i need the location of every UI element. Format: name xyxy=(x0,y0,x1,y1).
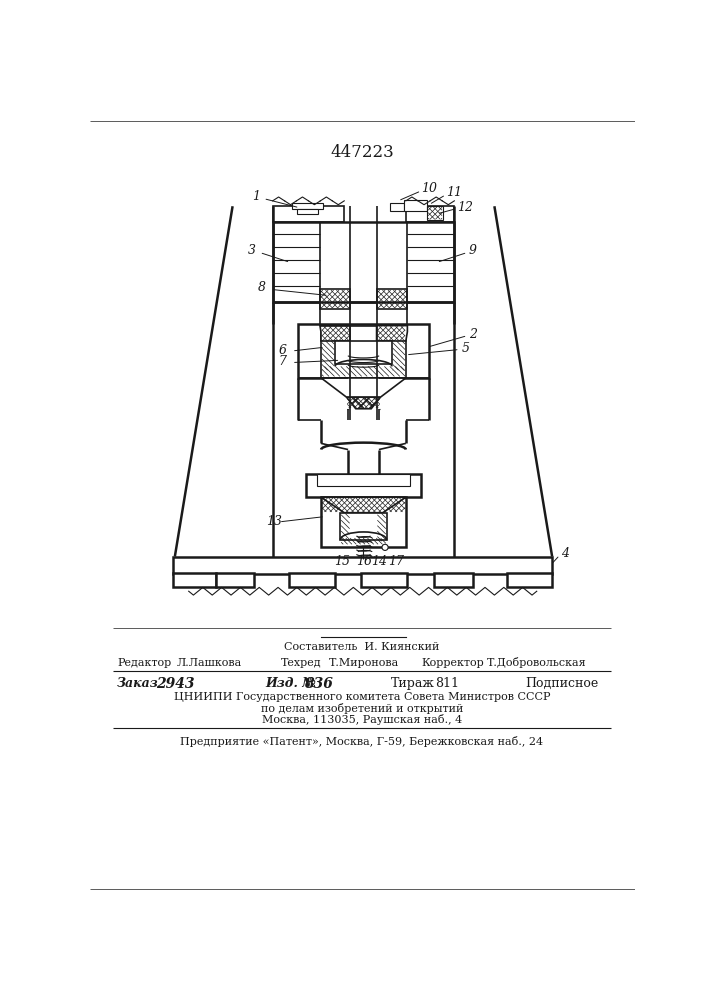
Text: Составитель  И. Киянский: Составитель И. Киянский xyxy=(284,642,440,652)
Bar xyxy=(335,341,392,364)
Bar xyxy=(361,573,407,587)
Text: 10: 10 xyxy=(421,182,437,195)
Text: Изд. №: Изд. № xyxy=(266,677,317,690)
Bar xyxy=(320,289,351,309)
Text: Т.Добровольская: Т.Добровольская xyxy=(486,657,586,668)
Text: 7: 7 xyxy=(279,355,287,368)
Bar xyxy=(321,497,406,547)
Bar xyxy=(273,222,455,302)
Text: 2: 2 xyxy=(469,328,477,341)
Text: Т.Миронова: Т.Миронова xyxy=(329,658,399,668)
Text: Корректор: Корректор xyxy=(421,658,484,668)
Bar xyxy=(273,206,344,222)
Polygon shape xyxy=(321,497,406,513)
Text: 3: 3 xyxy=(248,244,256,257)
Bar xyxy=(173,557,552,574)
Bar xyxy=(173,573,216,587)
Text: 13: 13 xyxy=(266,515,281,528)
Text: 15: 15 xyxy=(334,555,350,568)
Text: 2943: 2943 xyxy=(156,677,194,691)
Circle shape xyxy=(382,544,388,550)
Bar xyxy=(377,289,407,309)
Text: Редактор: Редактор xyxy=(117,658,171,668)
Text: ЦНИИПИ Государственного комитета Совета Министров СССР: ЦНИИПИ Государственного комитета Совета … xyxy=(174,692,550,702)
Bar xyxy=(434,573,473,587)
Text: 11: 11 xyxy=(446,186,462,199)
Text: Заказ: Заказ xyxy=(117,677,159,690)
Text: 17: 17 xyxy=(388,555,404,568)
Polygon shape xyxy=(346,397,380,409)
Bar xyxy=(406,206,455,222)
Text: 14: 14 xyxy=(371,555,387,568)
Text: 4: 4 xyxy=(561,547,569,560)
Bar xyxy=(216,573,254,587)
Text: 836: 836 xyxy=(304,677,333,691)
Text: Москва, 113035, Раушская наб., 4: Москва, 113035, Раушская наб., 4 xyxy=(262,714,462,725)
Bar xyxy=(508,573,552,587)
Text: Предприятие «Патент», Москва, Г-59, Бережковская наб., 24: Предприятие «Патент», Москва, Г-59, Бере… xyxy=(180,736,544,747)
Text: Техред: Техред xyxy=(281,658,322,668)
Bar xyxy=(321,326,406,378)
Text: 6: 6 xyxy=(279,344,287,358)
Bar xyxy=(296,209,318,214)
Bar xyxy=(305,474,421,497)
Bar xyxy=(292,203,322,209)
Bar xyxy=(428,206,443,220)
Text: 8: 8 xyxy=(258,281,266,294)
Text: 9: 9 xyxy=(469,244,477,257)
Bar xyxy=(390,203,404,211)
Polygon shape xyxy=(320,326,351,341)
Polygon shape xyxy=(321,378,406,397)
Text: 811: 811 xyxy=(435,677,459,690)
Bar xyxy=(288,573,335,587)
Text: 1: 1 xyxy=(252,190,260,204)
Polygon shape xyxy=(377,326,407,341)
Text: 16: 16 xyxy=(356,555,372,568)
Text: по делам изобретений и открытий: по делам изобретений и открытий xyxy=(261,703,463,714)
Bar xyxy=(317,474,409,486)
Text: 447223: 447223 xyxy=(330,144,394,161)
Bar xyxy=(404,200,428,211)
Text: 5: 5 xyxy=(461,342,469,355)
Text: Л.Лашкова: Л.Лашкова xyxy=(176,658,242,668)
Text: Подписное: Подписное xyxy=(525,677,598,690)
Text: Тираж: Тираж xyxy=(390,677,434,690)
Text: 12: 12 xyxy=(457,201,473,214)
Bar xyxy=(298,324,429,378)
Bar xyxy=(340,513,387,540)
